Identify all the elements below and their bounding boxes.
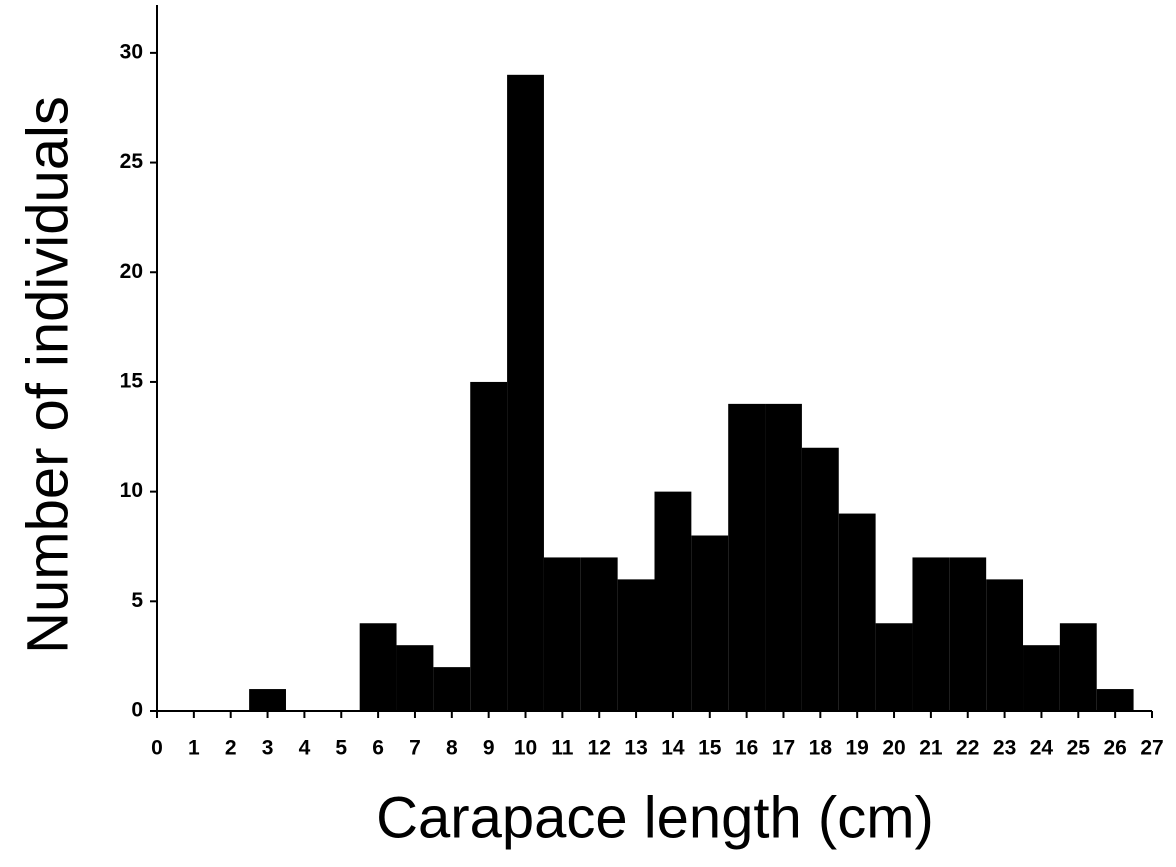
x-tick-label: 3: [262, 737, 274, 760]
x-tick-label: 21: [919, 737, 943, 760]
y-tick-label: 5: [131, 589, 143, 612]
x-tick-label: 17: [772, 737, 795, 760]
x-tick-label: 7: [409, 737, 421, 760]
x-tick-label: 14: [661, 737, 685, 760]
x-tick-label: 24: [1030, 737, 1054, 760]
x-tick-label: 16: [735, 737, 758, 760]
bar: [249, 689, 286, 711]
x-tick-label: 15: [698, 737, 722, 760]
x-tick-label: 19: [846, 737, 869, 760]
x-tick-label: 13: [624, 737, 647, 760]
x-tick-label: 23: [993, 737, 1016, 760]
bar: [728, 403, 766, 711]
y-tick-label: 15: [120, 369, 144, 392]
x-tick-label: 22: [956, 737, 979, 760]
x-tick-label: 10: [514, 737, 537, 760]
x-tick-label: 18: [809, 737, 833, 760]
x-tick-label: 5: [335, 737, 347, 760]
x-tick-label: 1: [188, 737, 200, 760]
x-tick-label: 25: [1067, 737, 1091, 760]
bar: [875, 623, 913, 711]
bar: [654, 491, 692, 711]
x-tick-label: 27: [1140, 737, 1163, 760]
x-tick-label: 20: [882, 737, 905, 760]
bar: [986, 579, 1024, 711]
x-tick-label: 6: [372, 737, 384, 760]
y-axis-title: Number of individuals: [15, 96, 80, 654]
y-tick-label: 10: [120, 479, 143, 502]
bar: [691, 535, 729, 711]
bar: [1023, 645, 1060, 711]
x-tick-label: 9: [483, 737, 495, 760]
bar: [359, 623, 397, 711]
bar: [507, 74, 544, 711]
bar: [949, 557, 987, 711]
x-tick-label: 2: [225, 737, 237, 760]
bar: [580, 557, 618, 711]
x-tick-label: 11: [551, 737, 574, 760]
x-tick-label: 0: [151, 737, 163, 760]
x-tick-label: 26: [1103, 737, 1126, 760]
y-tick-label: 0: [131, 699, 143, 722]
bar: [912, 557, 950, 711]
bar: [470, 381, 508, 711]
bar: [765, 403, 802, 711]
x-axis-title: Carapace length (cm): [376, 785, 934, 850]
x-tick-label: 8: [446, 737, 458, 760]
y-tick-label: 20: [120, 260, 143, 283]
bar: [433, 667, 471, 711]
bar: [1059, 623, 1097, 711]
bar: [396, 645, 434, 711]
x-tick-label: 4: [299, 737, 311, 760]
bar: [617, 579, 655, 711]
bar: [838, 513, 876, 711]
y-tick-label: 30: [120, 40, 143, 63]
bar: [1096, 689, 1134, 711]
x-tick-label: 12: [588, 737, 611, 760]
y-tick-label: 25: [120, 150, 144, 173]
bar: [543, 557, 581, 711]
bar: [801, 447, 839, 711]
